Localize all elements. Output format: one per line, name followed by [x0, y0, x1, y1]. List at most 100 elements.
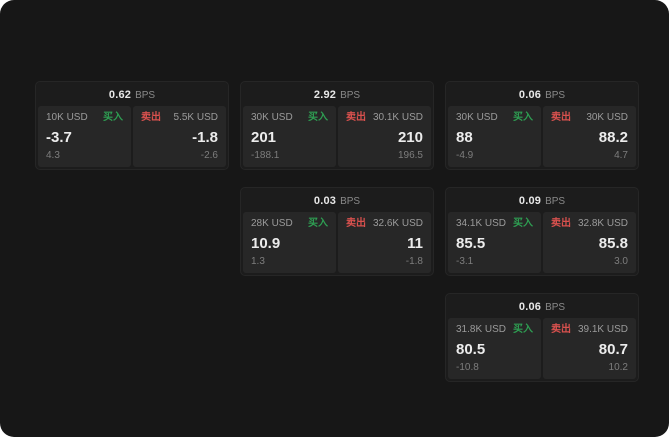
card-header: 0.06 BPS — [448, 84, 636, 106]
bps-value: 0.62 — [108, 89, 132, 101]
buy-price: 201 — [251, 128, 277, 146]
card-header: 0.06 BPS — [448, 296, 636, 318]
buy-price: 80.5 — [456, 340, 486, 358]
buy-amount: 10K USD — [46, 112, 88, 123]
sell-amount: 5.5K USD — [173, 112, 218, 123]
buy-delta: 4.3 — [46, 150, 60, 161]
bps-unit-label: BPS — [545, 195, 566, 207]
sell-delta: -1.8 — [405, 256, 423, 267]
sell-amount: 30.1K USD — [372, 112, 423, 123]
buy-top-row: 30K USD 买入 — [251, 112, 328, 124]
sell-top-row: 卖出 30.1K USD — [346, 112, 423, 124]
quote-panels: 31.8K USD 买入 80.5 -10.8 卖出 39.1K USD 80.… — [448, 318, 636, 379]
buy-delta: -4.9 — [456, 150, 474, 161]
buy-panel[interactable]: 30K USD 买入 88 -4.9 — [448, 106, 541, 167]
sell-panel[interactable]: 卖出 32.8K USD 85.8 3.0 — [543, 212, 636, 273]
bps-unit-label: BPS — [545, 89, 566, 101]
buy-delta: 1.3 — [251, 256, 265, 267]
sell-panel[interactable]: 卖出 30.1K USD 210 196.5 — [338, 106, 431, 167]
buy-top-row: 34.1K USD 买入 — [456, 218, 533, 230]
sell-amount: 30K USD — [586, 112, 628, 123]
buy-delta: -188.1 — [251, 150, 280, 161]
buy-panel[interactable]: 30K USD 买入 201 -188.1 — [243, 106, 336, 167]
sell-price: 11 — [407, 234, 423, 252]
card-header: 0.03 BPS — [243, 190, 431, 212]
quote-panels: 28K USD 买入 10.9 1.3 卖出 32.6K USD 11 -1.8 — [243, 212, 431, 273]
sell-delta: 196.5 — [397, 150, 423, 161]
buy-price: 88 — [456, 128, 473, 146]
card-header: 0.09 BPS — [448, 190, 636, 212]
quote-panels: 30K USD 买入 88 -4.9 卖出 30K USD 88.2 4.7 — [448, 106, 636, 167]
bps-unit-label: BPS — [545, 301, 566, 313]
buy-top-row: 28K USD 买入 — [251, 218, 328, 230]
sell-price: -1.8 — [192, 128, 218, 146]
buy-top-row: 10K USD 买入 — [46, 112, 123, 124]
buy-panel[interactable]: 31.8K USD 买入 80.5 -10.8 — [448, 318, 541, 379]
quote-panels: 10K USD 买入 -3.7 4.3 卖出 5.5K USD -1.8 -2.… — [38, 106, 226, 167]
sell-delta: 3.0 — [614, 256, 628, 267]
buy-panel[interactable]: 28K USD 买入 10.9 1.3 — [243, 212, 336, 273]
sell-amount: 32.6K USD — [372, 218, 423, 229]
sell-badge: 卖出 — [551, 324, 571, 335]
quote-panels: 34.1K USD 买入 85.5 -3.1 卖出 32.8K USD 85.8… — [448, 212, 636, 273]
sell-top-row: 卖出 39.1K USD — [551, 324, 628, 336]
buy-price: -3.7 — [46, 128, 72, 146]
sell-price: 80.7 — [598, 340, 628, 358]
buy-amount: 30K USD — [456, 112, 498, 123]
sell-top-row: 卖出 32.8K USD — [551, 218, 628, 230]
buy-amount: 31.8K USD — [456, 324, 507, 335]
sell-badge: 卖出 — [346, 218, 366, 229]
bps-value: 0.09 — [518, 195, 542, 207]
sell-badge: 卖出 — [551, 112, 571, 123]
bps-value: 0.06 — [518, 301, 542, 313]
buy-badge: 买入 — [513, 324, 533, 335]
cards-grid: 0.62 BPS 10K USD 买入 -3.7 4.3 卖出 5.5K USD… — [35, 81, 639, 382]
sell-panel[interactable]: 卖出 39.1K USD 80.7 10.2 — [543, 318, 636, 379]
sell-delta: 4.7 — [614, 150, 628, 161]
sell-badge: 卖出 — [346, 112, 366, 123]
quote-card: 0.03 BPS 28K USD 买入 10.9 1.3 卖出 32.6K US… — [240, 187, 434, 276]
sell-price: 88.2 — [598, 128, 628, 146]
buy-badge: 买入 — [308, 112, 328, 123]
bps-value: 2.92 — [313, 89, 337, 101]
buy-top-row: 30K USD 买入 — [456, 112, 533, 124]
sell-price: 85.8 — [598, 234, 628, 252]
buy-delta: -3.1 — [456, 256, 474, 267]
buy-delta: -10.8 — [456, 362, 479, 373]
bps-value: 0.03 — [313, 195, 337, 207]
bps-value: 0.06 — [518, 89, 542, 101]
sell-top-row: 卖出 5.5K USD — [141, 112, 218, 124]
quote-card: 0.62 BPS 10K USD 买入 -3.7 4.3 卖出 5.5K USD… — [35, 81, 229, 170]
sell-delta: 10.2 — [608, 362, 628, 373]
sell-badge: 卖出 — [141, 112, 161, 123]
buy-badge: 买入 — [513, 218, 533, 229]
buy-panel[interactable]: 10K USD 买入 -3.7 4.3 — [38, 106, 131, 167]
buy-price: 85.5 — [456, 234, 486, 252]
buy-badge: 买入 — [103, 112, 123, 123]
quote-panels: 30K USD 买入 201 -188.1 卖出 30.1K USD 210 1… — [243, 106, 431, 167]
sell-panel[interactable]: 卖出 30K USD 88.2 4.7 — [543, 106, 636, 167]
buy-panel[interactable]: 34.1K USD 买入 85.5 -3.1 — [448, 212, 541, 273]
sell-panel[interactable]: 卖出 32.6K USD 11 -1.8 — [338, 212, 431, 273]
quote-card: 0.06 BPS 30K USD 买入 88 -4.9 卖出 30K USD 8… — [445, 81, 639, 170]
quote-card: 0.09 BPS 34.1K USD 买入 85.5 -3.1 卖出 32.8K… — [445, 187, 639, 276]
bps-unit-label: BPS — [340, 89, 361, 101]
sell-panel[interactable]: 卖出 5.5K USD -1.8 -2.6 — [133, 106, 226, 167]
buy-amount: 34.1K USD — [456, 218, 507, 229]
quote-card: 0.06 BPS 31.8K USD 买入 80.5 -10.8 卖出 39.1… — [445, 293, 639, 382]
buy-amount: 28K USD — [251, 218, 293, 229]
buy-top-row: 31.8K USD 买入 — [456, 324, 533, 336]
quote-card: 2.92 BPS 30K USD 买入 201 -188.1 卖出 30.1K … — [240, 81, 434, 170]
sell-delta: -2.6 — [200, 150, 218, 161]
bps-unit-label: BPS — [135, 89, 156, 101]
sell-top-row: 卖出 30K USD — [551, 112, 628, 124]
sell-top-row: 卖出 32.6K USD — [346, 218, 423, 230]
card-header: 0.62 BPS — [38, 84, 226, 106]
buy-badge: 买入 — [513, 112, 533, 123]
card-header: 2.92 BPS — [243, 84, 431, 106]
sell-badge: 卖出 — [551, 218, 571, 229]
buy-amount: 30K USD — [251, 112, 293, 123]
sell-amount: 32.8K USD — [577, 218, 628, 229]
buy-price: 10.9 — [251, 234, 281, 252]
